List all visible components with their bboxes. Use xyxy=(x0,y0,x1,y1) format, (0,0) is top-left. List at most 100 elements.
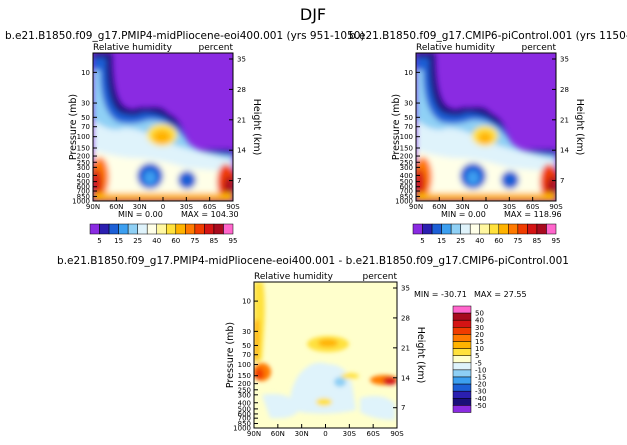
p3-ytick-label: 10 xyxy=(242,298,251,306)
p1-ytick-label: 150 xyxy=(77,145,90,153)
p2-ytick-label: 600 xyxy=(400,183,413,191)
p1-xtick-label: 30N xyxy=(133,203,147,211)
panel-2-units-label: percent xyxy=(522,43,557,53)
colorbar-swatch xyxy=(223,223,234,235)
colorbar-swatch xyxy=(489,223,500,235)
colorbar-diff-swatch xyxy=(452,405,472,413)
colorbar-diff-label: -5 xyxy=(475,359,482,367)
p2-htick-label: 21 xyxy=(560,116,569,124)
p1-xtick-label: 0 xyxy=(161,203,165,211)
panel-3-field xyxy=(254,282,397,428)
panel-2: b.e21.B1850.f09_g17.CMIP6-piControl.001 … xyxy=(349,30,627,219)
colorbar-diff-swatch xyxy=(452,348,472,356)
colorbar-diff-swatch xyxy=(452,362,472,371)
p1-ytick-label: 70 xyxy=(81,123,90,131)
p1-ytick-label: 30 xyxy=(81,100,90,108)
p2-ytick-label: 70 xyxy=(404,123,413,131)
p1-xtick-label: 90N xyxy=(86,203,100,211)
colorbar-diff-label: 5 xyxy=(475,352,479,360)
colorbar-label: 85 xyxy=(209,237,218,245)
colorbar-swatch xyxy=(166,223,177,235)
panel-1-min: MIN = 0.00 xyxy=(118,210,163,219)
panel-1-field xyxy=(93,53,233,201)
colorbar-diff-label: 15 xyxy=(475,338,484,346)
p1-ytick-label: 250 xyxy=(77,159,90,167)
colorbar-swatch xyxy=(89,223,100,235)
p1-ytick-label: 850 xyxy=(77,193,90,201)
p3-ytick-label: 700 xyxy=(238,415,251,423)
p3-ytick-label: 70 xyxy=(242,351,251,359)
p3-xtick-label: 30N xyxy=(295,430,309,438)
colorbar-label: 75 xyxy=(513,237,522,245)
p3-ytick-label: 30 xyxy=(242,328,251,336)
p2-ytick-label: 300 xyxy=(400,164,413,172)
colorbar-label: 85 xyxy=(532,237,541,245)
colorbar-swatch xyxy=(441,223,452,235)
colorbar-label: 25 xyxy=(133,237,142,245)
colorbar-diff-swatch xyxy=(452,305,472,314)
p3-ytick-label: 100 xyxy=(238,361,251,369)
colorbar-swatch xyxy=(460,223,471,235)
p1-ytick-label: 50 xyxy=(81,114,90,122)
colorbar-swatch xyxy=(536,223,547,235)
colorbar-swatch xyxy=(137,223,148,235)
colorbar-swatch xyxy=(517,223,528,235)
colorbar-diff-swatch xyxy=(452,376,472,385)
panel-3-ylabel-right: Height (km) xyxy=(415,327,426,384)
p3-xtick-label: 60S xyxy=(366,430,380,438)
colorbar-label: 95 xyxy=(229,237,238,245)
p2-ytick-label: 200 xyxy=(400,153,413,161)
p2-htick-label: 28 xyxy=(560,86,569,94)
colorbar-diff-label: -10 xyxy=(475,366,486,374)
p1-htick-label: 14 xyxy=(237,147,246,155)
panel-1-title: b.e21.B1850.f09_g17.PMIP4-midPliocene-eo… xyxy=(5,30,365,42)
p3-xtick-label: 90S xyxy=(390,430,404,438)
colorbar-swatch xyxy=(508,223,519,235)
colorbar-swatch xyxy=(431,223,442,235)
colorbar-label: 15 xyxy=(437,237,446,245)
colorbar-swatch xyxy=(213,223,224,235)
p2-ytick-label: 850 xyxy=(400,193,413,201)
p1-xtick-label: 30S xyxy=(180,203,194,211)
p3-ytick-label: 500 xyxy=(238,405,251,413)
colorbar-label: 60 xyxy=(171,237,180,245)
p1-xtick-label: 60N xyxy=(109,203,123,211)
colorbar-diff-label: -40 xyxy=(475,395,486,403)
p2-ytick-label: 150 xyxy=(400,145,413,153)
p3-ytick-label: 50 xyxy=(242,342,251,350)
colorbar-diff-label: 10 xyxy=(475,345,484,353)
colorbar-diff-label: -15 xyxy=(475,374,486,382)
panel-3-units-label: percent xyxy=(363,272,398,282)
colorbar-label: 40 xyxy=(475,237,484,245)
p3-ytick-label: 300 xyxy=(238,391,251,399)
p2-xtick-label: 60N xyxy=(432,203,446,211)
p3-ytick-label: 1000 xyxy=(233,425,251,433)
p3-htick-label: 7 xyxy=(401,404,405,412)
p2-ytick-label: 250 xyxy=(400,159,413,167)
colorbar-diff-swatch xyxy=(452,369,472,378)
p2-ytick-label: 30 xyxy=(404,100,413,108)
p2-ytick-label: 700 xyxy=(400,188,413,196)
p1-xtick-label: 60S xyxy=(203,203,217,211)
colorbar-diff-swatch xyxy=(452,327,472,335)
colorbar-diff-swatch xyxy=(452,319,472,328)
colorbar-swatch xyxy=(127,223,138,235)
panel-2-min: MIN = 0.00 xyxy=(441,210,486,219)
p1-ytick-label: 10 xyxy=(81,69,90,77)
colorbar-diff-label: -50 xyxy=(475,402,486,410)
panel-2-field-label: Relative humidity xyxy=(416,43,496,53)
colorbar-diff-swatch xyxy=(452,398,472,406)
colorbar-swatch xyxy=(175,223,186,235)
p2-ytick-label: 400 xyxy=(400,172,413,180)
colorbar-swatch xyxy=(185,223,196,235)
panel-3-max: MAX = 27.55 xyxy=(474,290,527,299)
colorbar-diff-swatch xyxy=(452,334,472,342)
p3-ytick-label: 600 xyxy=(238,410,251,418)
p2-xtick-label: 30S xyxy=(503,203,517,211)
colorbar-swatch xyxy=(527,223,538,235)
colorbar-label: 15 xyxy=(114,237,123,245)
colorbar-swatch xyxy=(450,223,461,235)
colorbar-swatch xyxy=(99,223,110,235)
colorbar-label: 60 xyxy=(494,237,503,245)
colorbar-diff-label: 40 xyxy=(475,317,484,325)
